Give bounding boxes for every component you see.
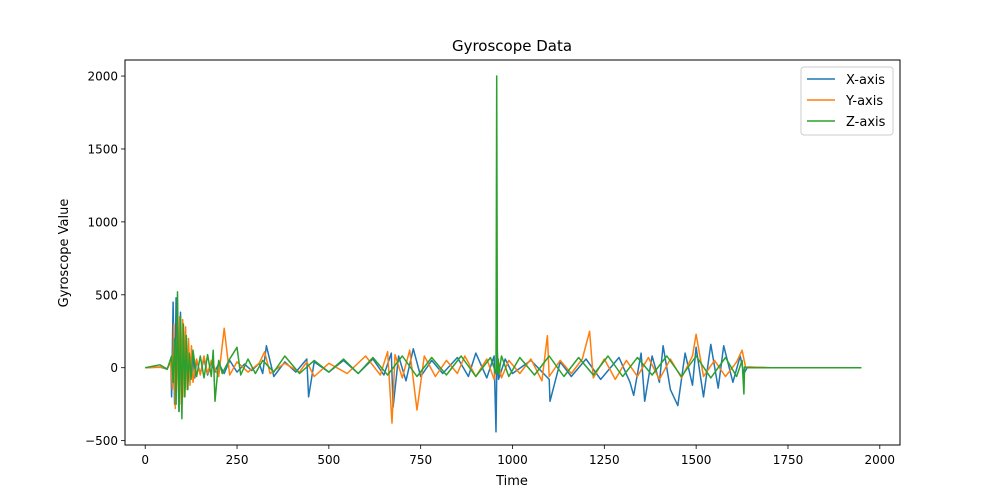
legend-label: Y-axis <box>845 94 883 109</box>
legend-frame <box>800 66 894 136</box>
x-tick-label: 750 <box>409 453 432 467</box>
series-line-x-axis <box>145 296 862 433</box>
y-tick-label: −500 <box>85 434 118 448</box>
legend: X-axis Y-axis Z-axis <box>800 66 894 136</box>
y-axis: −500 0 500 1000 1500 2000 <box>85 70 125 448</box>
y-tick-label: 0 <box>110 361 118 375</box>
y-tick-label: 2000 <box>87 70 118 84</box>
y-tick-label: 500 <box>95 288 118 302</box>
x-tick-label: 1750 <box>773 453 804 467</box>
x-tick-label: 1250 <box>589 453 620 467</box>
x-tick-label: 2000 <box>865 453 896 467</box>
x-tick-label: 250 <box>226 453 249 467</box>
x-tick-label: 1500 <box>681 453 712 467</box>
y-axis-label: Gyroscope Value <box>57 199 72 308</box>
x-tick-label: 0 <box>141 453 149 467</box>
x-axis-label: Time <box>495 474 528 489</box>
x-tick-label: 1000 <box>497 453 528 467</box>
chart-title: Gyroscope Data <box>452 37 572 55</box>
legend-label: X-axis <box>846 73 885 88</box>
series-layer <box>145 75 862 433</box>
series-line-z-axis <box>145 75 862 420</box>
plot-frame <box>124 59 901 446</box>
x-tick-label: 500 <box>317 453 340 467</box>
x-axis: 0 250 500 750 1000 1250 1500 1750 2000 <box>141 445 895 467</box>
y-tick-label: 1500 <box>87 142 118 156</box>
y-tick-label: 1000 <box>87 215 118 229</box>
legend-label: Z-axis <box>846 115 886 130</box>
